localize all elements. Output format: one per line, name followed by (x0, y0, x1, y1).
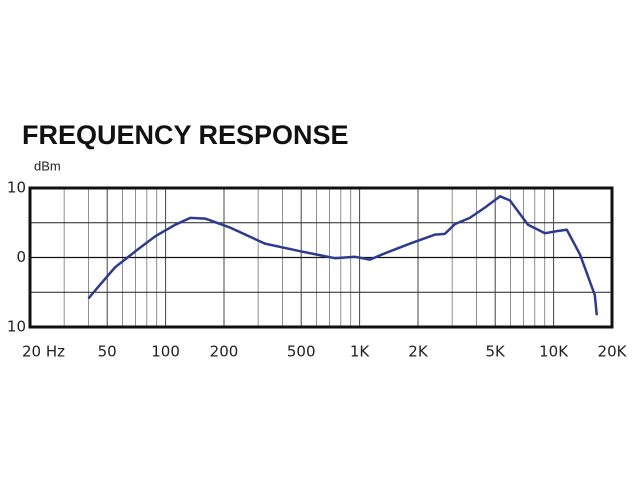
x-tick-label: 2K (408, 343, 429, 361)
x-tick-label: 200 (210, 343, 239, 361)
x-tick-label: 50 (98, 343, 117, 361)
y-tick-label: 10 (7, 179, 26, 197)
y-tick-label: 0 (16, 248, 26, 266)
x-tick-label: 10K (539, 343, 569, 361)
y-tick-label: 10 (7, 318, 26, 336)
x-tick-label: 20 Hz (22, 343, 65, 361)
x-tick-label: 20K (598, 343, 628, 361)
response-line (87, 195, 599, 316)
x-tick-label: 100 (151, 343, 180, 361)
plot-frame (28, 186, 614, 329)
x-tick-label: 500 (287, 343, 316, 361)
x-tick-label: 1K (350, 343, 371, 361)
y-axis-label: dBm (34, 158, 61, 173)
chart-title: FREQUENCY RESPONSE (22, 120, 349, 150)
x-tick-label: 5K (486, 343, 507, 361)
